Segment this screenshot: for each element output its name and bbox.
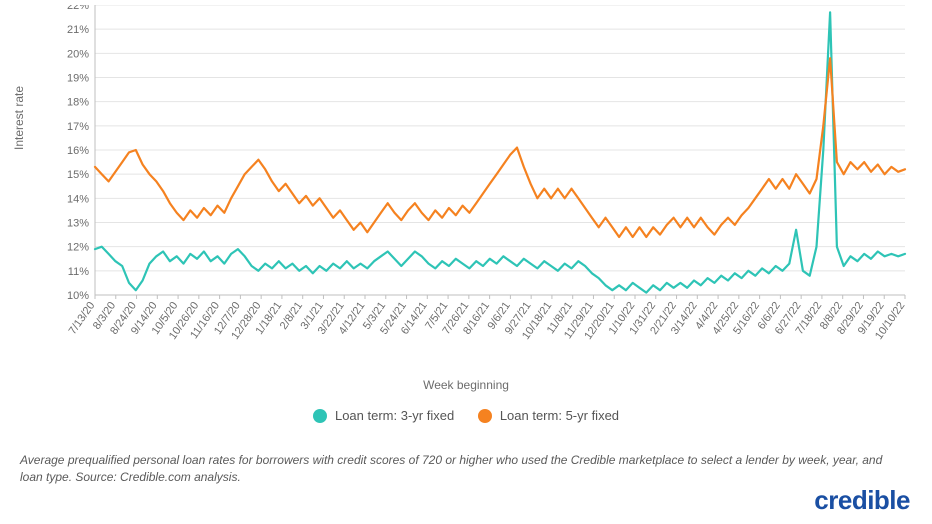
svg-text:15%: 15%: [67, 169, 89, 181]
legend-dot-5yr: [478, 409, 492, 423]
svg-text:12%: 12%: [67, 242, 89, 254]
legend-dot-3yr: [313, 409, 327, 423]
svg-text:10%: 10%: [67, 290, 89, 302]
svg-text:7/13/20: 7/13/20: [67, 300, 98, 337]
svg-text:14%: 14%: [67, 193, 89, 205]
svg-text:18%: 18%: [67, 97, 89, 109]
caption-text: Average prequalified personal loan rates…: [20, 452, 900, 486]
legend-item-3yr: Loan term: 3-yr fixed: [313, 408, 454, 423]
svg-text:19%: 19%: [67, 73, 89, 85]
svg-text:11%: 11%: [68, 266, 89, 278]
legend-label-3yr: Loan term: 3-yr fixed: [335, 408, 454, 423]
svg-text:17%: 17%: [67, 121, 89, 133]
legend: Loan term: 3-yr fixed Loan term: 5-yr fi…: [0, 408, 932, 426]
svg-text:16%: 16%: [67, 145, 89, 157]
svg-text:21%: 21%: [67, 24, 89, 36]
legend-item-5yr: Loan term: 5-yr fixed: [478, 408, 619, 423]
y-axis-title: Interest rate: [12, 86, 26, 150]
svg-text:20%: 20%: [67, 48, 89, 60]
svg-text:13%: 13%: [67, 218, 89, 230]
chart-area: 10% 11% 12% 13% 14% 15% 16% 17% 18% 19% 20% 21% 22% 7…: [30, 5, 910, 380]
chart-svg: 10% 11% 12% 13% 14% 15% 16% 17% 18% 19% 20% 21% 22% 7…: [30, 5, 910, 375]
legend-label-5yr: Loan term: 5-yr fixed: [500, 408, 619, 423]
x-axis-title: Week beginning: [0, 378, 932, 392]
brand-logo: credible: [814, 485, 910, 516]
svg-text:22%: 22%: [67, 5, 89, 12]
